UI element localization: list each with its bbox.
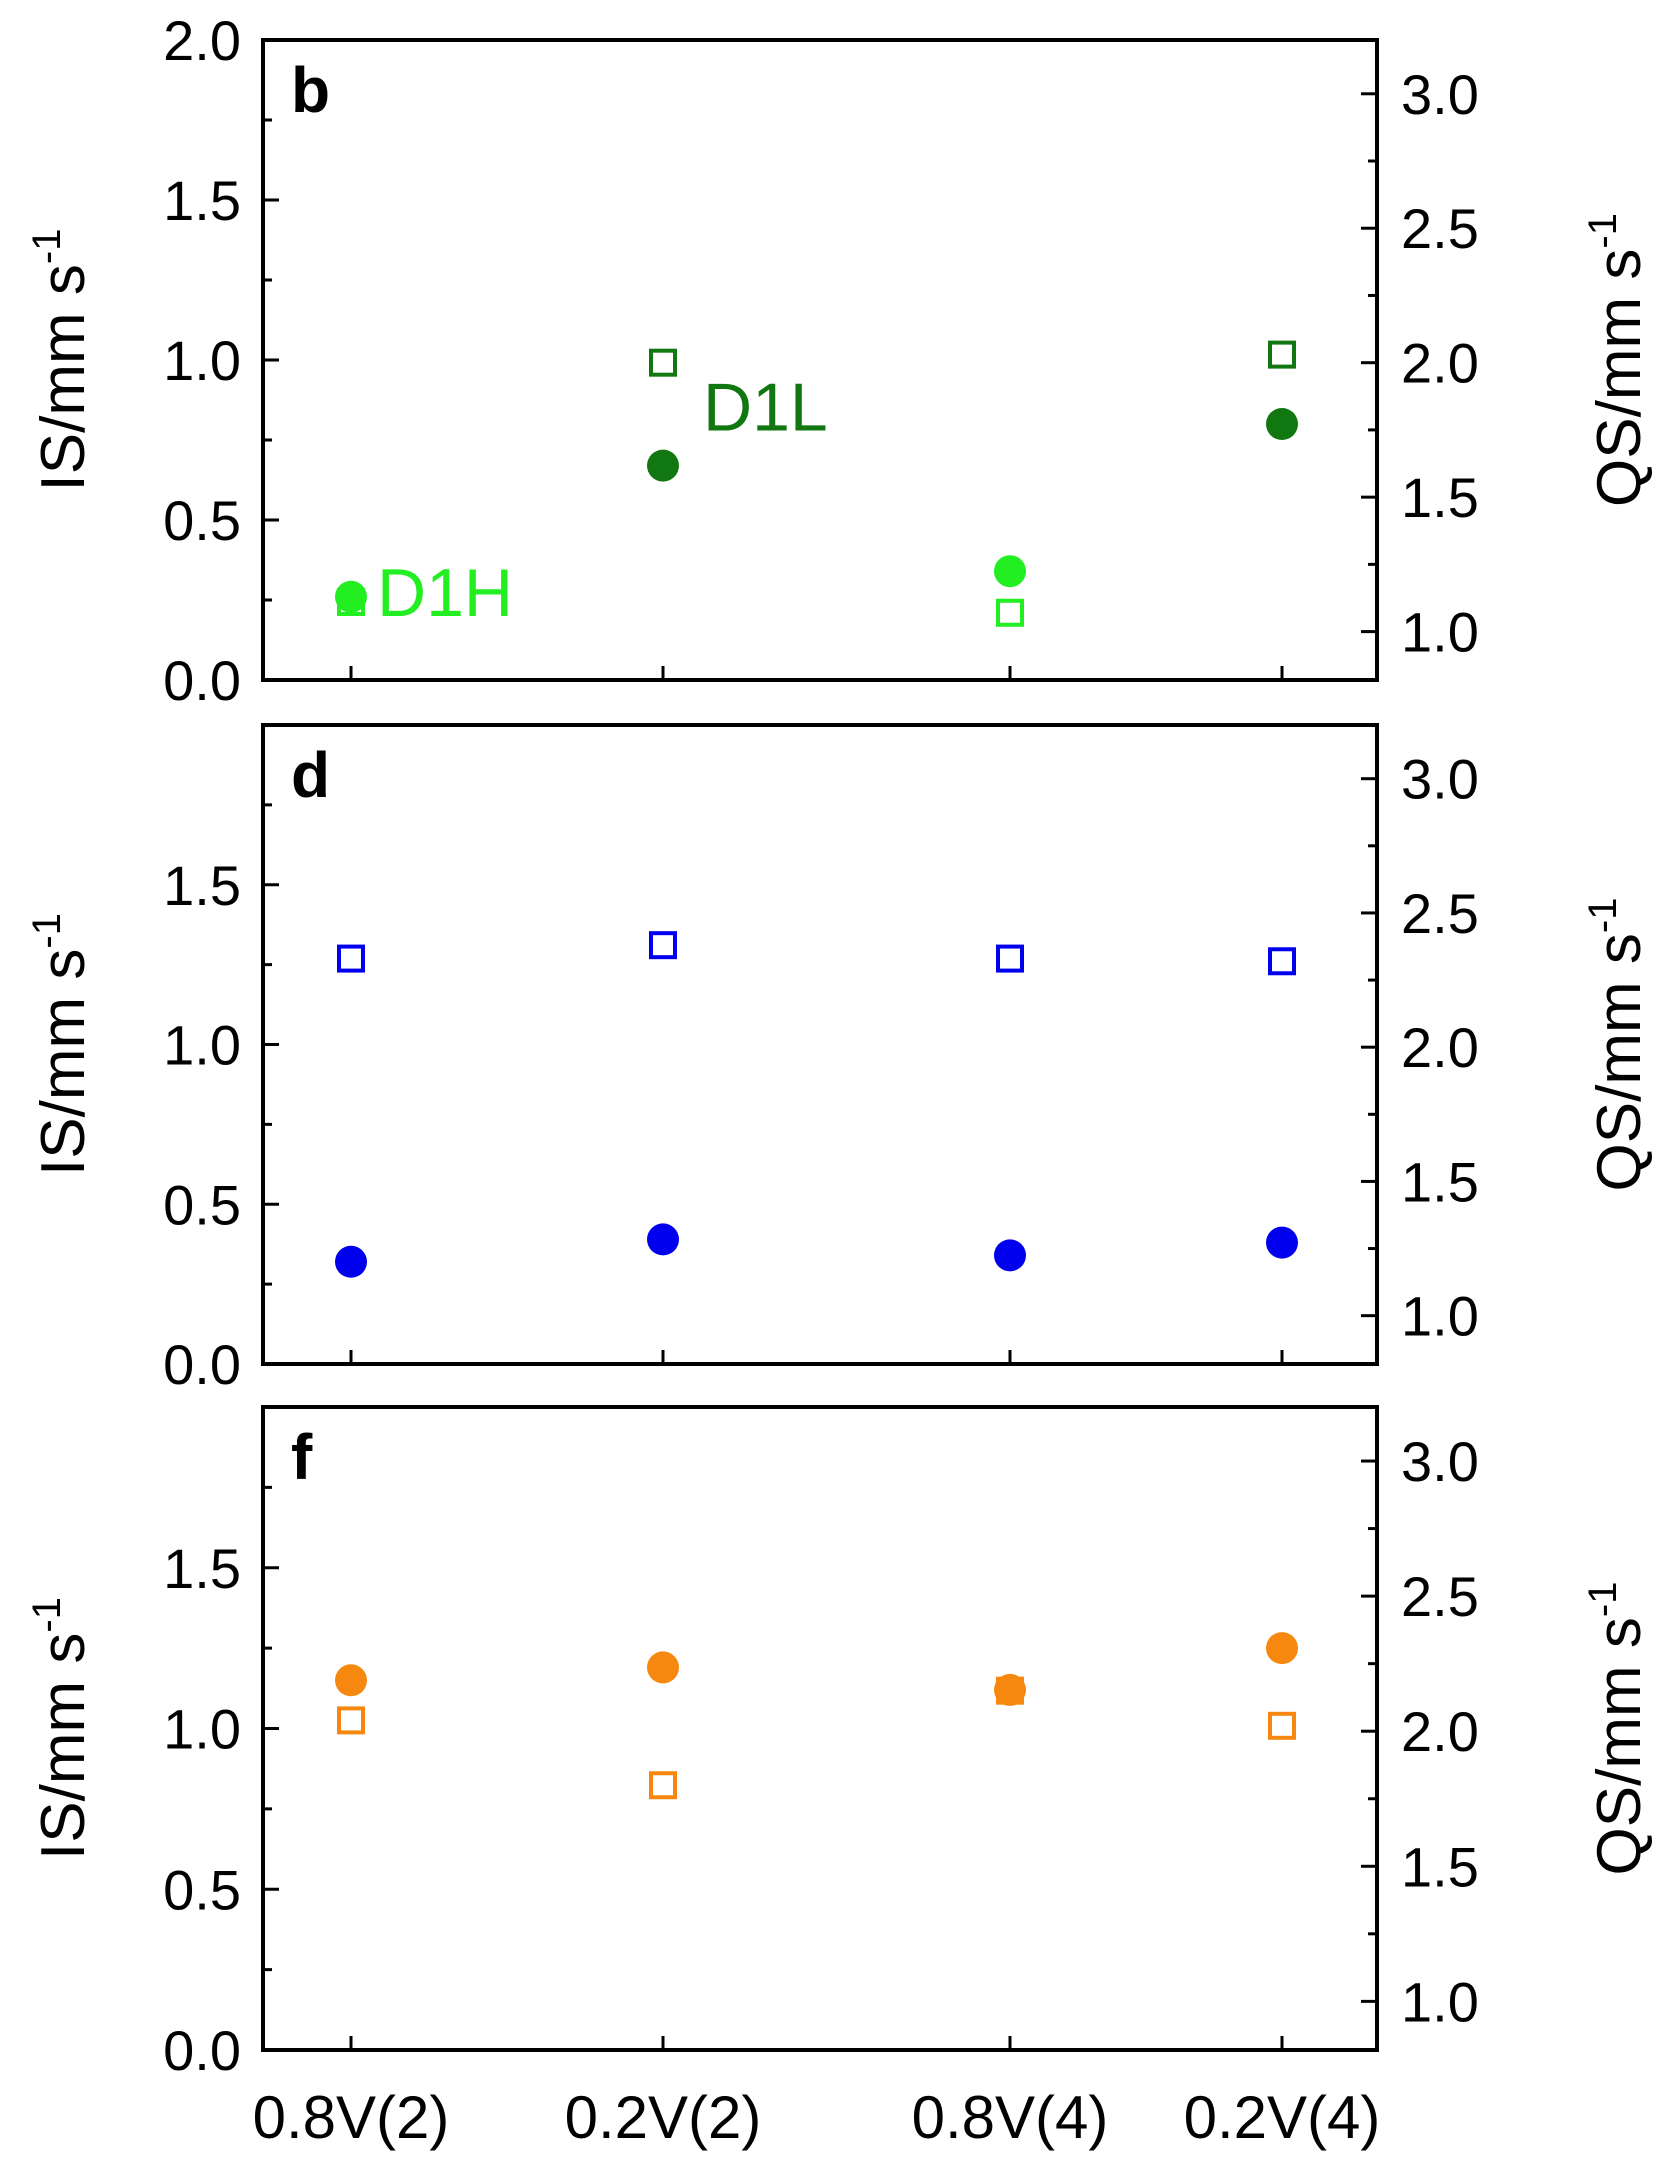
right-axis-label: QS/mm s-1 <box>1581 898 1654 1192</box>
panel-b: 0.0 0.5 1.0 1.5 2.0 1.0 1.5 2.0 2.5 3.0 b IS/mm s-1… <box>25 9 1654 712</box>
left-axis-label-superscript: -1 <box>25 229 69 265</box>
left-tick-label: 0.5 <box>163 489 241 552</box>
left-tick-label: 1.5 <box>163 1537 241 1600</box>
is-point <box>994 1673 1026 1706</box>
panel-d: 0.0 0.5 1.0 1.5 1.0 1.5 2.0 2.5 3.0 d IS/mm s-1 QS/… <box>25 723 1654 1396</box>
is-point <box>647 1651 679 1684</box>
right-tick-label: 3.0 <box>1401 63 1479 126</box>
right-tick-label: 1.0 <box>1401 601 1479 664</box>
left-tick-label: 2.0 <box>163 9 241 72</box>
left-tick-label: 1.0 <box>163 329 241 392</box>
right-tick-label: 2.0 <box>1401 1700 1479 1763</box>
qs-point <box>1268 947 1296 976</box>
panel-label: f <box>291 1421 313 1493</box>
left-tick-label: 1.5 <box>163 169 241 232</box>
qs-point <box>649 931 677 960</box>
right-tick-label: 3.0 <box>1401 748 1479 811</box>
panel-label: b <box>291 54 330 126</box>
plot-frame <box>261 1405 1379 2052</box>
qs-point <box>996 944 1024 973</box>
right-axis-label: QS/mm s-1 <box>1581 1582 1654 1876</box>
qs-point <box>996 598 1024 627</box>
left-tick-label: 1.0 <box>163 1698 241 1761</box>
x-category-label: 0.2V(4) <box>1184 2084 1381 2151</box>
left-tick-label: 0.0 <box>163 2019 241 2082</box>
right-tick-label: 1.5 <box>1401 1835 1479 1898</box>
qs-point <box>649 348 677 377</box>
is-point <box>994 1239 1026 1272</box>
left-axis-label: IS/mm s-1 <box>25 913 98 1176</box>
left-axis-label-superscript: -1 <box>25 913 69 949</box>
series-annotation: D1L <box>703 369 828 445</box>
qs-point <box>1268 1711 1296 1740</box>
is-point <box>647 449 679 482</box>
is-point <box>1266 408 1298 440</box>
series-annotation: D1H <box>377 555 513 631</box>
qs-point <box>337 1706 365 1735</box>
right-tick-label: 2.0 <box>1401 1016 1479 1079</box>
is-point <box>335 580 367 613</box>
right-tick-label: 1.0 <box>1401 1970 1479 2033</box>
right-tick-label: 2.5 <box>1401 1565 1479 1628</box>
left-tick-label: 1.5 <box>163 854 241 917</box>
qs-point <box>1268 340 1296 369</box>
is-point <box>647 1223 679 1256</box>
x-category-label: 0.2V(2) <box>565 2084 762 2151</box>
left-axis-label: IS/mm s-1 <box>25 229 98 492</box>
is-point <box>1266 1632 1298 1665</box>
right-tick-label: 1.5 <box>1401 466 1479 529</box>
x-category-label: 0.8V(4) <box>912 2084 1109 2151</box>
right-tick-label: 2.0 <box>1401 332 1479 395</box>
qs-point <box>337 944 365 973</box>
right-axis-label-superscript: -1 <box>1581 213 1625 249</box>
plot-frame <box>261 723 1379 1366</box>
right-tick-label: 2.5 <box>1401 197 1479 260</box>
left-axis-label-superscript: -1 <box>25 1597 69 1633</box>
right-axis-label-superscript: -1 <box>1581 1582 1625 1618</box>
right-tick-label: 1.0 <box>1401 1285 1479 1348</box>
is-point <box>335 1245 367 1278</box>
panel-label: d <box>291 739 330 811</box>
right-axis-label: QS/mm s-1 <box>1581 213 1654 507</box>
qs-point <box>649 1771 677 1800</box>
left-tick-label: 1.0 <box>163 1014 241 1077</box>
right-tick-label: 3.0 <box>1401 1430 1479 1493</box>
right-tick-label: 2.5 <box>1401 882 1479 945</box>
is-point <box>1266 1226 1298 1259</box>
left-tick-label: 0.0 <box>163 649 241 712</box>
right-axis-label-superscript: -1 <box>1581 898 1625 934</box>
left-tick-label: 0.5 <box>163 1173 241 1236</box>
left-axis-label: IS/mm s-1 <box>25 1597 98 1860</box>
right-tick-label: 1.5 <box>1401 1150 1479 1213</box>
is-point <box>335 1664 367 1697</box>
is-point <box>994 555 1026 588</box>
left-tick-label: 0.0 <box>163 1333 241 1396</box>
panel-f: 0.0 0.5 1.0 1.5 1.0 1.5 2.0 2.5 3.0 f IS/mm s-1 QS/… <box>25 1405 1654 2082</box>
x-category-label: 0.8V(2) <box>253 2084 450 2151</box>
left-tick-label: 0.5 <box>163 1858 241 1921</box>
